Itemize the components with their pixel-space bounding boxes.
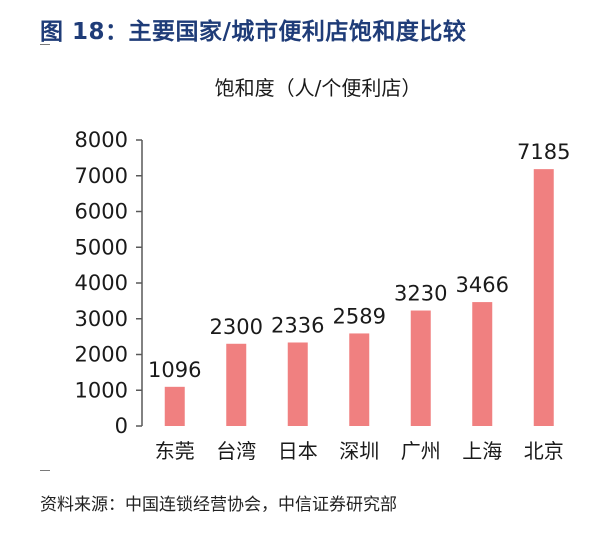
y-tick-label: 1000	[75, 378, 128, 402]
source-divider	[40, 470, 50, 471]
x-axis-ticks: 东莞 台湾 日本 深圳 广州 上海 北京	[155, 439, 564, 463]
chart-title: 饱和度（人/个便利店）	[215, 76, 422, 100]
figure-title: 图 18：主要国家/城市便利店饱和度比较	[40, 19, 467, 45]
source-note: 资料来源：中国连锁经营协会，中信证券研究部	[40, 495, 397, 515]
y-tick-label: 7000	[75, 164, 128, 188]
data-label-3: 2589	[333, 304, 386, 328]
data-label-1: 2300	[210, 315, 263, 339]
data-label-4: 3230	[394, 282, 447, 306]
x-tick-label-1: 台湾	[216, 439, 256, 463]
x-tick-label-2: 日本	[278, 439, 318, 463]
data-labels: 1096 2300 2336 2589 3230 3466 7185	[148, 140, 570, 382]
data-label-5: 3466	[456, 273, 509, 297]
bars	[164, 169, 554, 427]
x-tick-label-5: 上海	[462, 439, 502, 463]
x-tick-label-6: 北京	[524, 439, 564, 463]
y-tick-label: 3000	[75, 307, 128, 331]
data-label-0: 1096	[148, 358, 201, 382]
bar-4	[410, 310, 431, 426]
y-tick-label: 2000	[75, 343, 128, 367]
x-tick-label-3: 深圳	[339, 439, 379, 463]
y-tick-label: 5000	[75, 235, 128, 259]
y-tick-label: 8000	[75, 128, 128, 152]
bar-3	[349, 333, 370, 426]
bar-0	[164, 386, 185, 426]
y-tick-label: 6000	[75, 200, 128, 224]
x-tick-label-4: 广州	[401, 439, 441, 463]
data-label-2: 2336	[271, 313, 324, 337]
bar-2	[287, 342, 308, 426]
y-tick-label: 0	[115, 414, 128, 438]
data-label-6: 7185	[517, 140, 570, 164]
bar-6	[533, 169, 554, 427]
title-divider	[40, 44, 50, 45]
bar-1	[226, 343, 247, 426]
y-axis-ticks: 0 1000 2000 3000 4000 5000 6000 7000 8000	[75, 128, 142, 438]
x-tick-label-0: 东莞	[155, 439, 195, 463]
bar-5	[472, 302, 493, 426]
y-tick-label: 4000	[75, 271, 128, 295]
